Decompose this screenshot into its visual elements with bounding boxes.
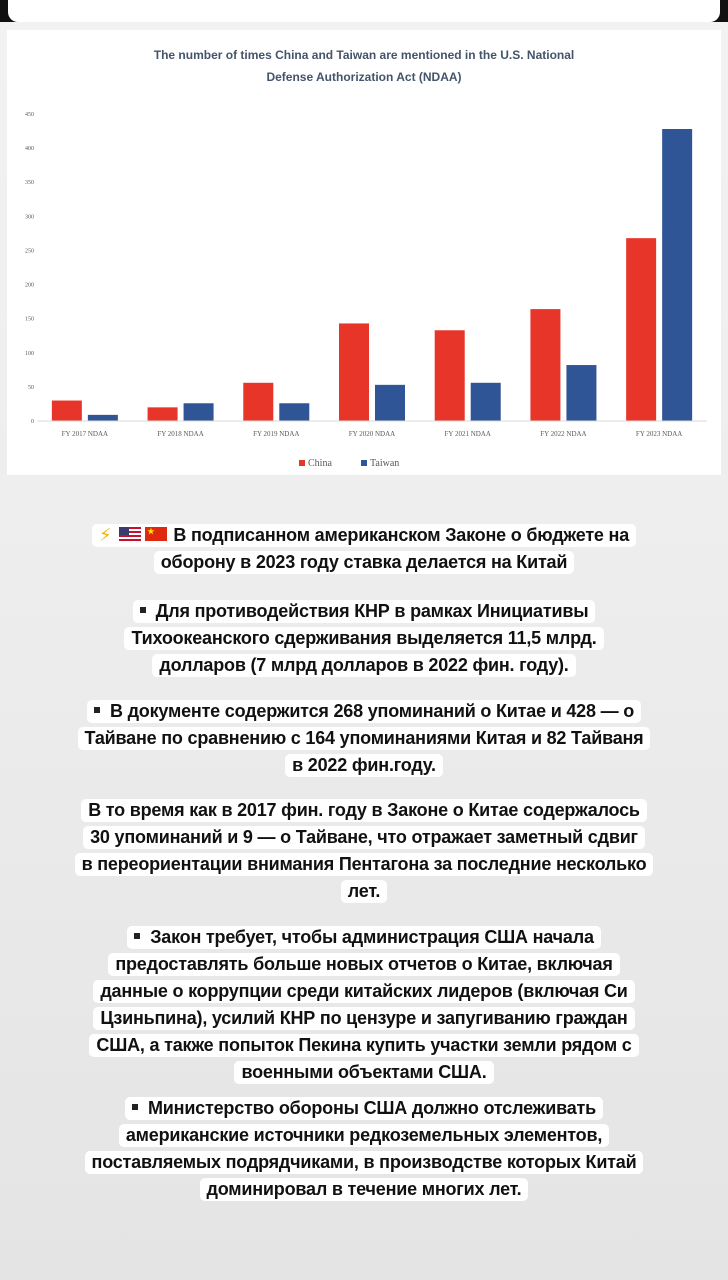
story-top-bar [0,0,728,22]
story-top-bar-inner [8,0,720,22]
y-tick-label: 0 [31,419,34,425]
legend-label-taiwan: Taiwan [370,458,399,469]
chart-card: The number of times China and Taiwan are… [7,30,721,475]
y-tick-label: 100 [25,351,34,357]
x-tick-label: FY 2019 NDAA [253,430,299,438]
lightning-icon: ⚡ [98,525,112,546]
us-flag-icon [119,527,142,542]
reports-line-5: США, а также попыток Пекина купить участ… [89,1034,639,1057]
bullet-icon [139,607,146,614]
x-tick-label: FY 2023 NDAA [636,430,682,438]
bar-taiwan [279,403,310,421]
funding-line-3: долларов (7 млрд долларов в 2022 фин. го… [152,654,576,677]
y-tick-label: 250 [25,248,34,254]
legend-label-china: China [308,458,332,469]
y-tick-label: 450 [25,112,34,118]
y-tick-label: 150 [25,317,34,323]
y2017-line-3: в переориентации внимания Пентагона за п… [74,853,654,876]
reports-line-2: предоставлять больше новых отчетов о Кит… [108,953,620,976]
headline-line-2: оборону в 2023 году ставка делается на К… [0,549,728,576]
rare-earth-line-1: Министерство обороны США должно отслежив… [147,1098,596,1118]
bar-china [147,407,178,421]
chart-legend: China Taiwan [299,458,399,469]
x-tick-label: FY 2021 NDAA [445,430,491,438]
bar-china [434,330,465,421]
paragraph-funding: Для противодействия КНР в рамках Инициат… [0,598,728,679]
x-tick-label: FY 2020 NDAA [349,430,395,438]
paragraph-mentions: В документе содержится 268 упоминаний о … [0,698,728,779]
bullet-icon [134,933,141,940]
rare-earth-line-4: доминировал в течение многих лет. [199,1178,529,1201]
bar-china [243,382,274,421]
bullet-icon [131,1104,138,1111]
funding-line-2: Тихоокеанского сдерживания выделяется 11… [124,627,604,650]
mentions-line-1: В документе содержится 268 упоминаний о … [109,701,635,721]
y2017-line-1: В то время как в 2017 фин. году в Законе… [81,799,647,822]
headline-block: ⚡ ★ В подписанном американском Законе о бю… [0,522,728,576]
x-tick-label: FY 2022 NDAA [540,430,586,438]
bar-china [339,323,369,421]
bar-taiwan [375,384,405,421]
y-tick-label: 350 [25,180,34,186]
funding-line-1: Для противодействия КНР в рамках Инициат… [155,601,589,621]
bar-china [530,309,561,421]
chart-title-line-2: Defense Authorization Act (NDAA) [266,70,461,84]
bar-china [51,400,82,421]
y2017-line-4: лет. [340,880,388,903]
rare-earth-line-2: американские источники редкоземельных эл… [118,1124,610,1147]
china-flag-icon: ★ [145,527,168,542]
x-axis: FY 2017 NDAA FY 2018 NDAA FY 2019 NDAA FY 2… [37,420,707,438]
y-tick-label: 400 [25,146,34,152]
bar-taiwan [566,365,597,421]
bullet-icon [93,707,100,714]
paragraph-reports: Закон требует, чтобы администрация США н… [0,924,728,1086]
legend-swatch-china [299,460,305,466]
bar-taiwan [662,129,693,421]
y2017-line-2: 30 упоминаний и 9 — о Тайване, что отраж… [83,826,645,849]
bar-china [626,238,657,421]
reports-line-4: Цзиньпина), усилий КНР по цензуре и запу… [93,1007,635,1030]
ndaa-bar-chart: The number of times China and Taiwan are… [25,48,707,469]
mentions-line-3: в 2022 фин.году. [285,754,443,777]
headline-line-1: ⚡ ★ В подписанном американском Законе о бю… [0,522,728,549]
rare-earth-line-3: поставляемых подрядчиками, в производств… [84,1151,644,1174]
bar-taiwan [470,382,501,421]
mentions-line-2: Тайване по сравнению с 164 упоминаниями … [77,727,651,750]
reports-line-1: Закон требует, чтобы администрация США н… [150,927,594,947]
y-tick-label: 300 [25,214,34,220]
reports-line-6: военными объектами США. [234,1061,494,1084]
y-tick-label: 50 [28,385,34,391]
paragraph-2017: В то время как в 2017 фин. году в Законе… [0,797,728,905]
bar-taiwan [87,414,118,421]
legend-swatch-taiwan [361,460,367,466]
bar-taiwan [183,403,214,421]
y-tick-label: 200 [25,283,34,289]
paragraph-rare-earth: Министерство обороны США должно отслежив… [0,1095,728,1203]
reports-line-3: данные о коррупции среди китайских лидер… [93,980,635,1003]
bars-group [51,129,693,421]
x-tick-label: FY 2017 NDAA [62,430,108,438]
chart-title-line-1: The number of times China and Taiwan are… [154,48,575,62]
x-tick-label: FY 2018 NDAA [157,430,203,438]
y-axis: 450 400 350 300 250 200 150 100 50 0 [25,112,34,425]
